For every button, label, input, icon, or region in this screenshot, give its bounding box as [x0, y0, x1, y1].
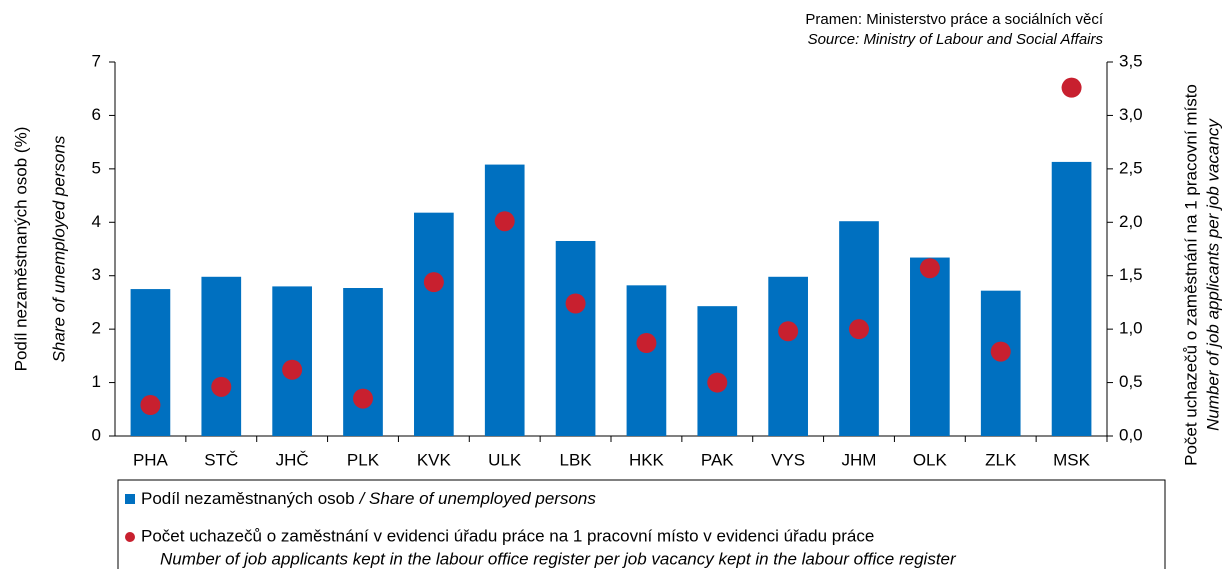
x-tick-label: JHM — [842, 450, 877, 469]
dot — [140, 395, 161, 416]
y2-tick-label: 1,0 — [1119, 319, 1143, 338]
legend-name-en: / Share of unemployed persons — [359, 489, 597, 508]
legend-label-en: Number of job applicants kept in the lab… — [160, 549, 957, 568]
bar — [697, 306, 738, 436]
bar — [343, 288, 383, 436]
y2-axis-label-en: Number of job applicants per job vacancy — [1203, 118, 1222, 431]
x-tick-label: MSK — [1053, 450, 1091, 469]
x-tick-label: ULK — [488, 450, 522, 469]
legend-name: Podíl nezaměstnaných osob — [141, 489, 355, 508]
x-tick-label: STČ — [204, 450, 238, 469]
bar — [484, 164, 525, 436]
x-tick-label: LBK — [560, 450, 593, 469]
bar — [910, 257, 950, 436]
source-en: Source: Ministry of Labour and Social Af… — [808, 31, 1104, 48]
y-tick-label: 2 — [92, 319, 101, 338]
x-tick-label: PHA — [133, 450, 169, 469]
y2-tick-label: 0,0 — [1119, 425, 1143, 444]
dot — [707, 372, 728, 393]
y-tick-label: 0 — [92, 425, 101, 444]
source-cz: Pramen: Ministerstvo práce a sociálních … — [805, 11, 1103, 28]
legend-box — [117, 479, 1166, 569]
x-tick-label: PLK — [347, 450, 380, 469]
y-axis-label-en: Share of unemployed persons — [49, 135, 68, 362]
dot — [990, 341, 1011, 362]
dot — [282, 359, 303, 380]
bar — [201, 276, 242, 436]
y2-tick-label: 1,5 — [1119, 265, 1143, 284]
dot — [565, 293, 586, 314]
x-tick-label: VYS — [771, 450, 805, 469]
x-tick-label: ZLK — [985, 450, 1017, 469]
bar — [980, 290, 1021, 436]
bar — [1051, 161, 1092, 436]
x-tick-label: KVK — [417, 450, 452, 469]
y-tick-label: 3 — [92, 265, 101, 284]
y-tick-label: 4 — [92, 212, 101, 231]
legend-label: Počet uchazečů o zaměstnání v evidenci ú… — [141, 526, 874, 545]
dot — [494, 211, 515, 232]
y-axis-label: Podíl nezaměstnaných osob (%) — [11, 127, 30, 372]
dot — [211, 376, 232, 397]
dot — [423, 272, 444, 293]
bar — [555, 240, 596, 436]
y2-tick-label: 0,5 — [1119, 372, 1143, 391]
bar — [768, 276, 808, 436]
dot — [849, 319, 869, 340]
dot — [778, 321, 799, 342]
x-tick-label: JHČ — [276, 450, 309, 469]
y2-tick-label: 3,5 — [1119, 51, 1143, 70]
x-tick-label: HKK — [629, 450, 665, 469]
y-tick-label: 5 — [92, 158, 101, 177]
dot — [919, 258, 940, 279]
y-tick-label: 6 — [92, 105, 101, 124]
y2-tick-label: 3,0 — [1119, 105, 1143, 124]
y-tick-label: 1 — [92, 372, 101, 391]
legend-label: Podíl nezaměstnaných osob / Share of unem… — [141, 489, 596, 508]
y-tick-label: 7 — [92, 51, 101, 70]
legend-dot — [125, 532, 135, 542]
y2-axis-label: Počet uchazečů o zaměstnání na 1 pracovn… — [1181, 84, 1200, 466]
x-tick-label: OLK — [913, 450, 948, 469]
dot — [1061, 77, 1082, 98]
bar — [626, 285, 667, 436]
dot — [636, 333, 657, 354]
y2-tick-label: 2,0 — [1119, 212, 1143, 231]
bar — [414, 212, 454, 436]
dot — [353, 388, 373, 409]
x-tick-label: PAK — [701, 450, 734, 469]
legend-swatch — [125, 494, 135, 504]
y2-tick-label: 2,5 — [1119, 158, 1143, 177]
